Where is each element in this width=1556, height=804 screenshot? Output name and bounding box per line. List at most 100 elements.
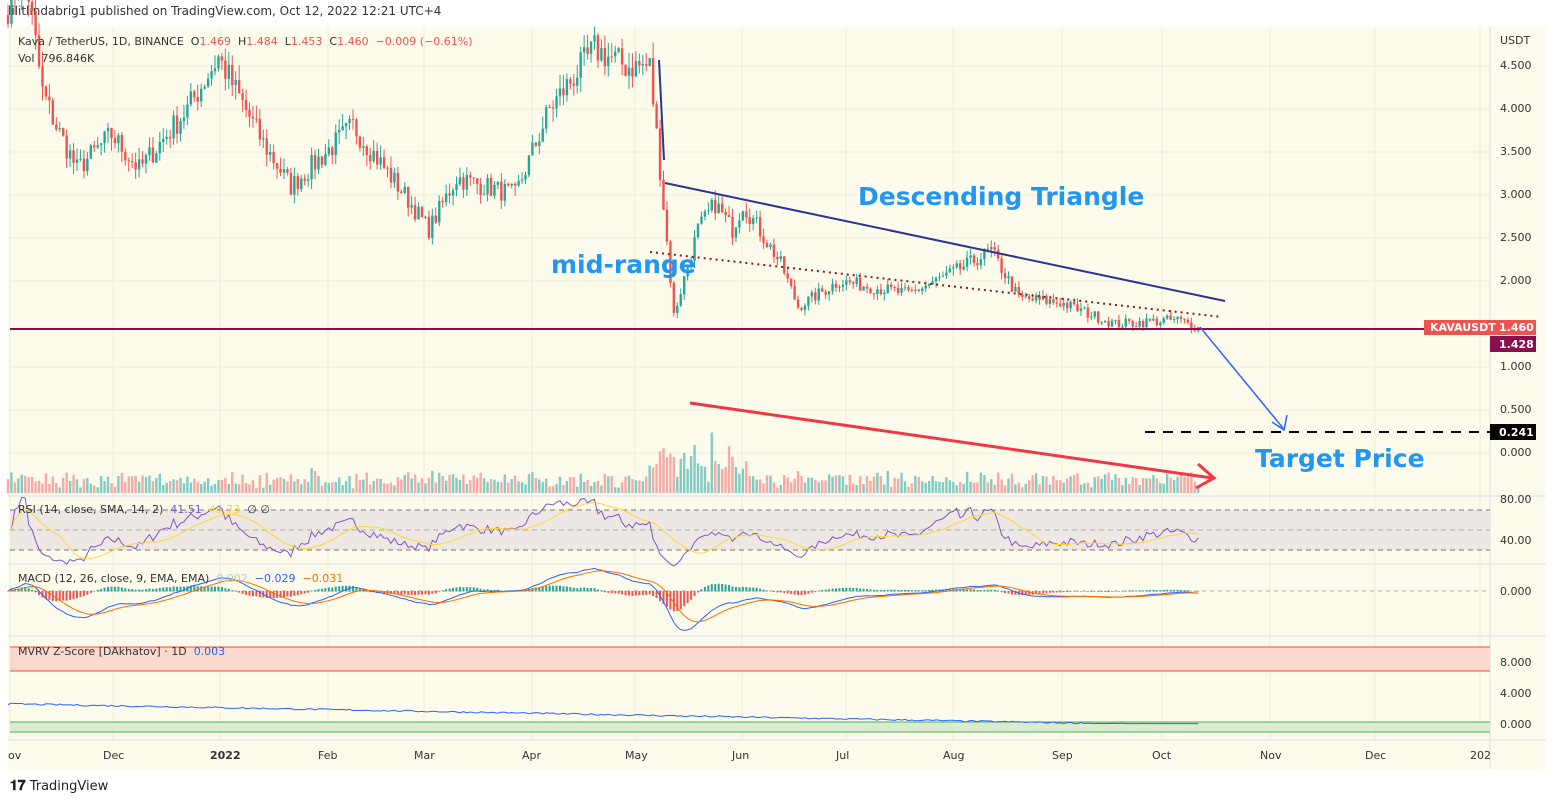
macd-hist-bar [203,586,206,592]
macd-hist-bar [379,591,382,593]
target-arrow[interactable] [1199,326,1284,429]
candle-body [551,107,555,109]
macd-legend[interactable]: MACD (12, 26, close, 9, EMA, EMA) 0.002 … [18,572,343,585]
candle-body [1110,320,1114,327]
macd-hist-bar [641,591,644,596]
time-tick: Aug [943,749,965,762]
volume-bar [565,481,569,493]
trend-line-drop[interactable] [658,59,665,161]
rsi-extra: ∅ ∅ [247,503,270,516]
volume-bar [586,479,589,493]
target-price-label[interactable]: Target Price [1255,444,1425,473]
volume-bar [99,476,103,493]
macd-hist-bar [327,587,330,592]
macd-hist-bar [862,588,865,592]
macd-hist-bar [303,591,306,594]
volume-bar [927,480,931,493]
volume-trend-arrow[interactable] [689,401,1213,480]
macd-hist-bar [893,589,896,592]
volume-bar [210,485,213,493]
macd-hist-bar [824,589,827,592]
volume-bar [972,482,976,493]
time-tick: Oct [1152,749,1172,762]
volume-bar [717,464,720,493]
volume-bar [572,476,575,493]
publisher-line: lilitlindabrig1 published on TradingView… [8,4,442,18]
volume-bar [803,482,807,493]
volume-bar [269,484,272,493]
descending-triangle-label[interactable]: Descending Triangle [858,182,1145,211]
macd-hist-bar [790,591,793,594]
macd-hist-bar [665,591,668,607]
triangle-upper-line[interactable] [664,182,1226,302]
macd-hist-bar [838,588,841,592]
macd-hist-bar [117,586,120,592]
candle-body [1083,307,1086,309]
macd-hist-bar [807,591,810,594]
candle-body [817,288,820,301]
candle-body [796,299,800,308]
candle-body [493,184,496,196]
mid-range-label[interactable]: mid-range [551,250,696,279]
candle-body [1076,304,1079,312]
candle-body [1017,286,1021,295]
price-tick: 3.500 [1500,145,1532,158]
volume-bar [382,483,386,493]
macd-hist-bar [793,591,796,595]
macd-hist-bar [407,591,410,595]
candle-body [362,146,365,148]
macd-hist-bar [1010,591,1013,595]
volume-bar [41,483,44,493]
mvrv-legend[interactable]: MVRV Z-Score [DAkhatov] · 1D 0.003 [18,645,225,658]
candle-body [331,147,334,156]
volume-bar [876,472,879,493]
volume-bar [1069,476,1072,493]
volume-bar [448,475,451,493]
macd-hist-bar [552,585,555,592]
volume-bar [617,487,620,493]
volume-bar [821,480,824,493]
volume-bar [507,482,510,493]
macd-hist-bar [324,588,327,592]
volume-bar [817,482,820,493]
candle-body [175,115,179,134]
rsi-legend[interactable]: RSI (14, close, SMA, 14, 2) 41.51 45.73 … [18,503,270,516]
mvrv-green-zone [10,722,1490,732]
candle-body [1079,308,1083,312]
candle-body [927,284,931,286]
macd-hist-bar [124,588,127,592]
macd-hist-bar [741,586,744,592]
macd-hist-bar [320,588,323,592]
volume-bar [524,484,527,493]
candle-body [269,152,272,155]
macd-hist-bar [34,591,37,593]
macd-hist-bar [1097,591,1100,592]
volume-bar [758,479,762,493]
macd-hist-bar [548,585,551,592]
volume-bar [669,453,672,493]
c-label: C [329,35,338,48]
candle-body [641,64,644,66]
macd-hist-bar [255,591,258,597]
candle-body [586,47,589,54]
volume-bar [665,457,669,493]
tradingview-logo[interactable]: 𝟏𝟕 TradingView [10,778,109,794]
candle-body [179,121,182,134]
candle-body [1034,295,1038,301]
symbol-tag-bg [1424,320,1490,335]
volume-bar [990,479,993,493]
candle-body [959,263,962,270]
volume-bar [596,481,600,493]
macd-hist-bar [700,589,703,592]
candle-body [531,142,534,156]
candle-body [251,116,255,119]
volume-bar [979,472,983,493]
macd-hist-bar [279,591,282,598]
volume-bar [555,483,558,493]
symbol-name[interactable]: Kava / TetherUS, 1D, BINANCE [18,35,184,48]
price-tick: 0.000 [1500,446,1532,459]
macd-hist-bar [113,586,116,592]
volume-bar [513,475,517,493]
macd-hist-bar [907,590,910,592]
